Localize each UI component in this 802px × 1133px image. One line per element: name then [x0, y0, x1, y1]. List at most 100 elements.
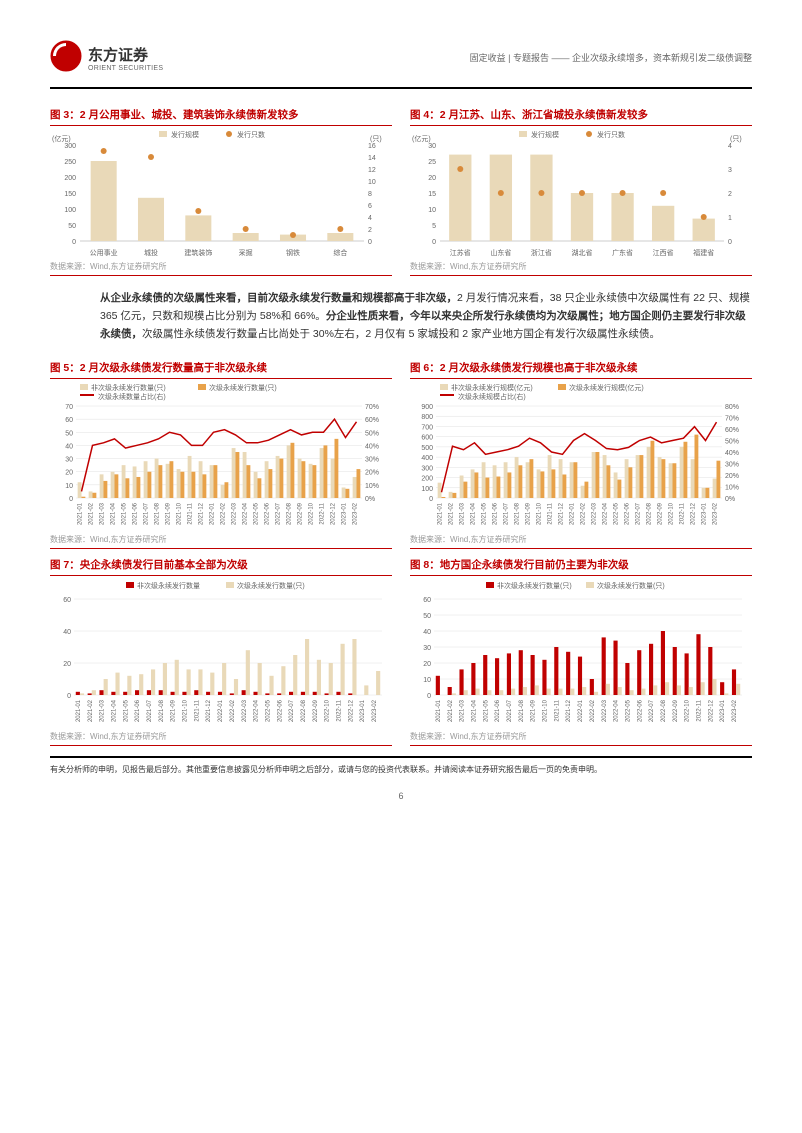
svg-text:3: 3 — [728, 167, 732, 174]
chart-6-title: 图 6：2 月次级永续债发行规模也高于非次级永续 — [410, 360, 752, 379]
svg-text:2021-08: 2021-08 — [519, 699, 525, 722]
svg-text:10%: 10% — [725, 484, 739, 491]
svg-text:0: 0 — [69, 496, 73, 503]
chart-4-svg: 发行规模发行只数(亿元)(只)05101520253001234江苏省山东省浙江… — [410, 129, 752, 259]
svg-text:40%: 40% — [365, 443, 379, 450]
svg-text:山东省: 山东省 — [490, 248, 511, 257]
svg-text:50%: 50% — [725, 438, 739, 445]
svg-text:2021-09: 2021-09 — [531, 699, 537, 722]
svg-text:2023-02: 2023-02 — [372, 699, 378, 722]
svg-text:30: 30 — [423, 645, 431, 652]
svg-text:2021-12: 2021-12 — [199, 502, 205, 525]
svg-text:6: 6 — [368, 203, 372, 210]
svg-text:2022-11: 2022-11 — [697, 699, 703, 721]
svg-text:2021-04: 2021-04 — [111, 699, 117, 722]
svg-text:2022-02: 2022-02 — [221, 502, 227, 525]
svg-text:800: 800 — [421, 414, 433, 421]
svg-text:0: 0 — [728, 239, 732, 246]
chart-6-source: 数据来源：Wind,东方证券研究所 — [410, 532, 752, 549]
svg-text:2021-08: 2021-08 — [155, 502, 161, 525]
svg-text:40%: 40% — [725, 450, 739, 457]
chart-5-source: 数据来源：Wind,东方证券研究所 — [50, 532, 392, 549]
svg-text:2021-01: 2021-01 — [78, 502, 84, 525]
svg-text:综合: 综合 — [333, 248, 347, 257]
svg-text:2022-09: 2022-09 — [298, 502, 304, 525]
svg-text:50: 50 — [65, 430, 73, 437]
svg-text:2021-11: 2021-11 — [548, 502, 554, 524]
svg-text:2022-03: 2022-03 — [602, 699, 608, 722]
chart-3: 图 3：2 月公用事业、城投、建筑装饰永续债新发较多 发行规模发行只数(亿元)(… — [50, 107, 392, 276]
svg-text:250: 250 — [64, 159, 76, 166]
svg-text:2022-02: 2022-02 — [590, 699, 596, 722]
svg-text:2021-09: 2021-09 — [171, 699, 177, 722]
svg-text:14: 14 — [368, 155, 376, 162]
logo-icon — [50, 40, 82, 75]
svg-text:江苏省: 江苏省 — [450, 248, 471, 257]
svg-text:10: 10 — [428, 207, 436, 214]
svg-text:70%: 70% — [725, 415, 739, 422]
footer-disclaimer: 有关分析师的申明，见报告最后部分。其他重要信息披露见分析师申明之后部分，或请与您… — [50, 764, 752, 775]
svg-text:2023-01: 2023-01 — [360, 699, 366, 722]
svg-text:70: 70 — [65, 404, 73, 411]
svg-text:建筑装饰: 建筑装饰 — [184, 248, 212, 257]
svg-text:10: 10 — [65, 482, 73, 489]
svg-text:2021-06: 2021-06 — [135, 699, 141, 722]
svg-text:2022-07: 2022-07 — [636, 502, 642, 525]
body-paragraph: 从企业永续债的次级属性来看，目前次级永续发行数量和规模都高于非次级，2 月发行情… — [100, 290, 752, 344]
svg-text:25: 25 — [428, 159, 436, 166]
svg-text:10: 10 — [368, 179, 376, 186]
svg-text:15: 15 — [428, 191, 436, 198]
svg-text:2022-07: 2022-07 — [276, 502, 282, 525]
svg-text:0: 0 — [427, 693, 431, 700]
svg-text:2022-08: 2022-08 — [661, 699, 667, 722]
svg-text:2022-10: 2022-10 — [685, 699, 691, 722]
svg-text:2021-11: 2021-11 — [194, 699, 200, 721]
svg-text:福建省: 福建省 — [693, 248, 714, 257]
svg-text:10%: 10% — [365, 482, 379, 489]
svg-text:20: 20 — [63, 661, 71, 668]
svg-text:湖北省: 湖北省 — [572, 248, 593, 257]
svg-text:20%: 20% — [725, 473, 739, 480]
svg-text:2021-05: 2021-05 — [123, 699, 129, 722]
chart-7-title: 图 7：央企永续债发行目前基本全部为次级 — [50, 557, 392, 576]
chart-3-source: 数据来源：Wind,东方证券研究所 — [50, 259, 392, 276]
svg-text:(亿元): (亿元) — [412, 134, 431, 143]
svg-text:2022-06: 2022-06 — [637, 699, 643, 722]
svg-text:0%: 0% — [365, 496, 375, 503]
svg-text:2022-05: 2022-05 — [254, 502, 260, 525]
chart-8-svg: 非次级永续发行数量(只)次级永续发行数量(只)01020304050602021… — [410, 579, 752, 729]
svg-text:300: 300 — [64, 143, 76, 150]
svg-text:1: 1 — [728, 215, 732, 222]
svg-text:采掘: 采掘 — [239, 248, 253, 257]
svg-text:10: 10 — [423, 677, 431, 684]
svg-text:0: 0 — [432, 239, 436, 246]
svg-text:100: 100 — [421, 485, 433, 492]
svg-text:2022-01: 2022-01 — [218, 699, 224, 722]
svg-text:2021-04: 2021-04 — [471, 502, 477, 525]
svg-text:2021-05: 2021-05 — [483, 699, 489, 722]
svg-text:2022-03: 2022-03 — [232, 502, 238, 525]
svg-text:2023-01: 2023-01 — [342, 502, 348, 525]
svg-text:2022-10: 2022-10 — [325, 699, 331, 722]
svg-text:(亿元): (亿元) — [52, 134, 71, 143]
svg-text:2023-02: 2023-02 — [732, 699, 738, 722]
svg-text:2023-01: 2023-01 — [702, 502, 708, 525]
svg-text:30%: 30% — [725, 461, 739, 468]
svg-text:2021-11: 2021-11 — [188, 502, 194, 524]
svg-text:(只): (只) — [370, 135, 382, 143]
svg-text:次级永续发行数量(只): 次级永续发行数量(只) — [237, 581, 305, 590]
svg-text:100: 100 — [64, 207, 76, 214]
svg-text:(只): (只) — [730, 135, 742, 143]
svg-text:2021-10: 2021-10 — [183, 699, 189, 722]
svg-text:2021-03: 2021-03 — [100, 502, 106, 525]
svg-text:50%: 50% — [365, 430, 379, 437]
svg-text:2022-05: 2022-05 — [625, 699, 631, 722]
chart-6-svg: 非次级永续发行规模(亿元)次级永续发行规模(亿元)次级永续规模占比(右)0100… — [410, 382, 752, 532]
svg-text:非次级永续发行数量(只): 非次级永续发行数量(只) — [91, 383, 166, 392]
svg-text:2022-03: 2022-03 — [242, 699, 248, 722]
svg-text:2022-08: 2022-08 — [287, 502, 293, 525]
svg-text:2021-09: 2021-09 — [526, 502, 532, 525]
chart-7-svg: 非次级永续发行数量次级永续发行数量(只)02040602021-012021-0… — [50, 579, 392, 729]
svg-text:次级永续发行数量(只): 次级永续发行数量(只) — [209, 383, 277, 392]
svg-text:5: 5 — [432, 223, 436, 230]
